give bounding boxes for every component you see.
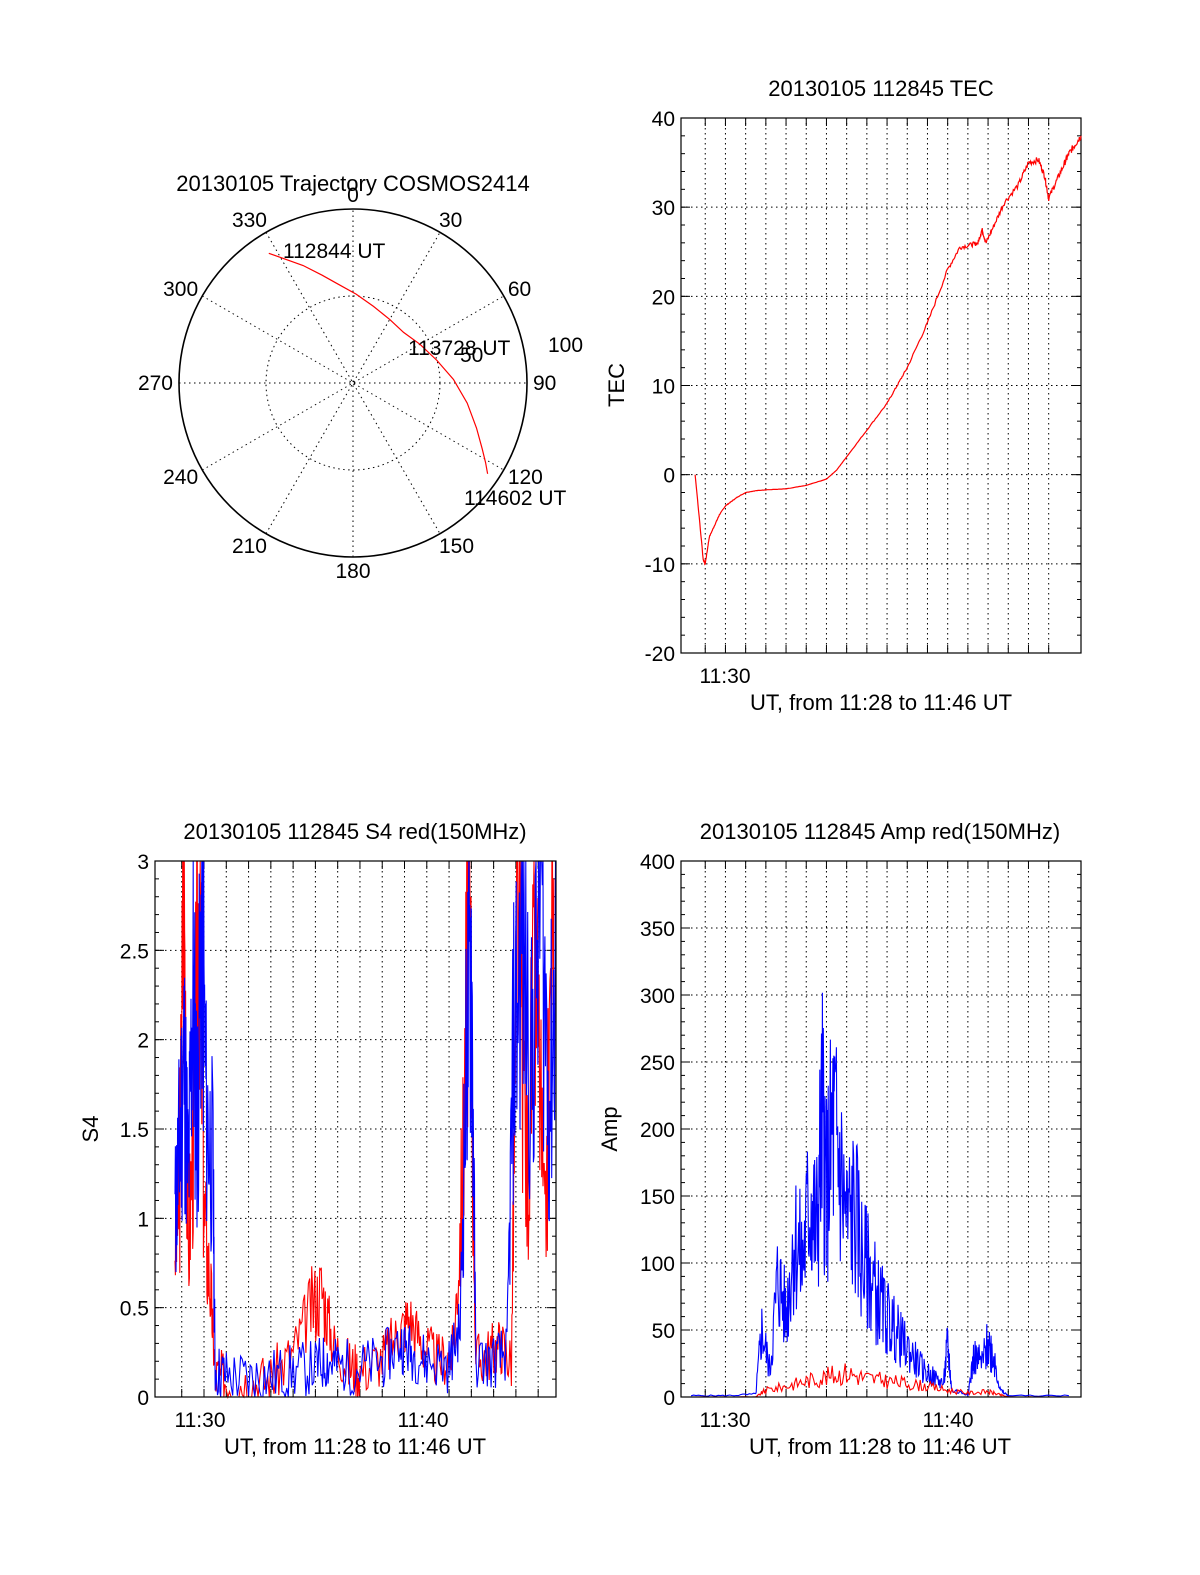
azimuth-label: 240 [163, 466, 198, 489]
azimuth-label: 270 [138, 372, 173, 395]
s4-grid [155, 861, 556, 1397]
y-tick-label: 1.5 [120, 1119, 149, 1142]
ring-label-50: 50 [460, 344, 483, 367]
amp-x-axis-label: UT, from 11:28 to 11:46 UT [749, 1434, 1011, 1459]
amp-frame [680, 860, 1082, 1398]
s4-x-tick-label-1140: 11:40 [398, 1409, 449, 1432]
tec-frame [680, 117, 1082, 654]
amp-x-tick-label-1130: 11:30 [700, 1409, 751, 1432]
s4-y-tick-labels: 0 0.5 1 1.5 2 2.5 3 [120, 851, 149, 1410]
amp-title: 20130105 112845 Amp red(150MHz) [700, 819, 1060, 844]
azimuth-spoke [265, 232, 441, 534]
s4-title: 20130105 112845 S4 red(150MHz) [183, 819, 526, 844]
y-tick-label: 50 [652, 1320, 675, 1343]
s4-y-axis-label: S4 [78, 1116, 103, 1143]
y-tick-label: 400 [640, 851, 675, 874]
trajectory-panel: 20130105 Trajectory COSMOS2414 0 30 60 90 12… [138, 171, 583, 583]
y-tick-label: 10 [652, 376, 675, 399]
amp-ticks [681, 860, 1081, 1398]
azimuth-label: 120 [508, 466, 543, 489]
azimuth-label: 30 [439, 209, 462, 232]
y-tick-label: -20 [645, 643, 675, 666]
y-tick-label: 2.5 [120, 940, 149, 963]
start-time-label: 112844 UT [283, 240, 386, 263]
azimuth-label: 0 [347, 184, 359, 207]
y-tick-label: 0 [663, 465, 675, 488]
y-tick-label: 30 [652, 197, 675, 220]
amp-y-tick-labels: 0 50 100 150 200 250 300 350 400 [640, 851, 675, 1410]
y-tick-label: 0 [663, 1387, 675, 1410]
tec-series-line [694, 135, 1082, 566]
amp-y-axis-label: Amp [597, 1106, 622, 1151]
tec-y-tick-labels: -20 -10 0 10 20 30 40 [645, 108, 675, 666]
y-tick-label: 350 [640, 918, 675, 941]
azimuth-label: 150 [439, 535, 474, 558]
s4-panel: 20130105 112845 S4 red(150MHz) 0 0.5 1 1.5 2… [78, 819, 557, 1459]
amp-x-tick-label-1140: 11:40 [923, 1409, 974, 1432]
azimuth-label: 180 [335, 560, 370, 583]
azimuth-spokes [179, 209, 527, 557]
amp-blue-series-line [690, 992, 1069, 1397]
tec-grid [681, 118, 1081, 653]
y-tick-label: 100 [640, 1253, 675, 1276]
elevation-ring-50 [265, 295, 441, 471]
y-tick-label: 40 [652, 108, 675, 131]
azimuth-spoke [202, 295, 504, 471]
s4-x-axis-label: UT, from 11:28 to 11:46 UT [224, 1434, 486, 1459]
end-time-label: 114602 UT [464, 487, 567, 510]
y-tick-label: 2 [137, 1030, 149, 1053]
y-tick-label: 1 [137, 1208, 149, 1231]
amp-grid [681, 861, 1081, 1397]
y-tick-label: 0 [137, 1387, 149, 1410]
y-tick-label: 250 [640, 1052, 675, 1075]
trajectory-title: 20130105 Trajectory COSMOS2414 [176, 171, 529, 196]
y-tick-label: 200 [640, 1119, 675, 1142]
azimuth-label: 60 [508, 278, 531, 301]
y-tick-label: 20 [652, 286, 675, 309]
tec-panel: 20130105 112845 TEC -20 -10 0 10 20 30 40 11:3… [604, 76, 1082, 715]
azimuth-labels: 0 30 60 90 120 150 180 210 240 270 300 330 [138, 184, 556, 583]
azimuth-label: 300 [163, 278, 198, 301]
tec-y-axis-label: TEC [604, 363, 629, 407]
amp-panel: 20130105 112845 Amp red(150MHz) 0 50 100 15… [597, 819, 1082, 1459]
amp-red-series-line [691, 1363, 1069, 1398]
tec-title: 20130105 112845 TEC [768, 76, 994, 101]
s4-x-tick-label-1130: 11:30 [175, 1409, 226, 1432]
azimuth-label: 210 [232, 535, 267, 558]
y-tick-label: 300 [640, 985, 675, 1008]
trajectory-line [268, 252, 489, 474]
s4-frame [154, 860, 557, 1398]
y-tick-label: 0.5 [120, 1298, 149, 1321]
azimuth-spoke [202, 295, 504, 471]
azimuth-spoke [265, 232, 441, 534]
azimuth-label: 90 [533, 372, 556, 395]
y-tick-label: -10 [645, 554, 675, 577]
y-tick-label: 3 [137, 851, 149, 874]
azimuth-label: 330 [232, 209, 267, 232]
ring-label-100: 100 [548, 334, 583, 357]
tec-x-tick-label: 11:30 [700, 665, 751, 688]
tec-x-axis-label: UT, from 11:28 to 11:46 UT [750, 690, 1012, 715]
s4-red-series-line [174, 860, 555, 1400]
y-tick-label: 150 [640, 1186, 675, 1209]
mid-time-label: 113728 UT [408, 337, 511, 360]
s4-blue-series-line [174, 860, 557, 1398]
